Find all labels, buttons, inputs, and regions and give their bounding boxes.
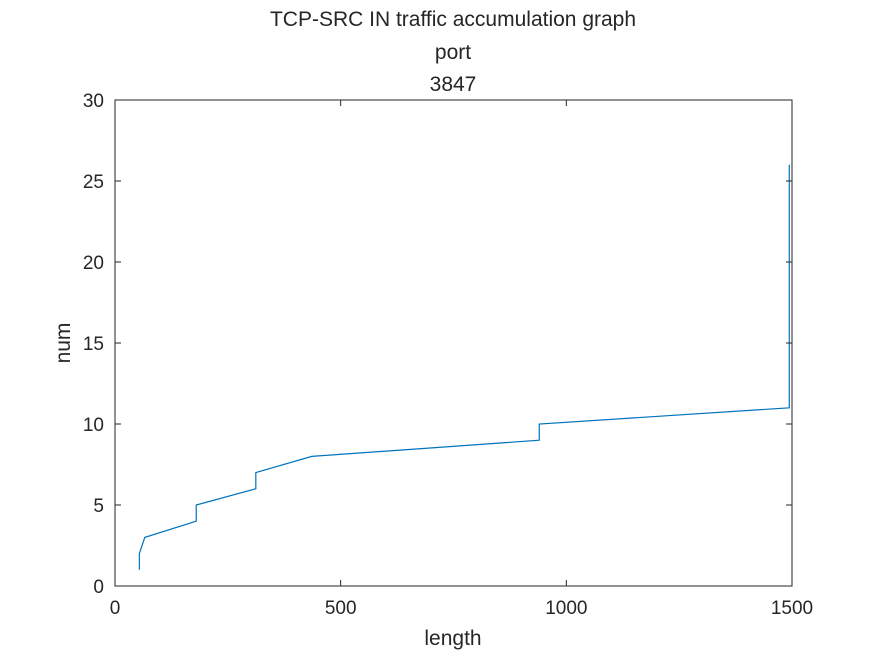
series-line — [138, 164, 790, 570]
y-tick-label: 20 — [83, 253, 104, 274]
tick-layer: 0 500 1000 1500 0 5 10 15 20 25 30 — [83, 91, 813, 619]
x-tick-label: 500 — [325, 598, 357, 619]
chart-title-line-2: port — [435, 41, 471, 64]
y-tick-label: 0 — [93, 577, 104, 598]
axes-box — [114, 99, 793, 587]
x-tick-label: 1000 — [545, 598, 587, 619]
y-tick-label: 25 — [83, 172, 104, 193]
y-axis-label: num — [52, 323, 75, 364]
x-tick-label: 1500 — [771, 598, 813, 619]
chart-title-line-1: TCP-SRC IN traffic accumulation graph — [270, 8, 636, 31]
y-tick-label: 10 — [83, 415, 104, 436]
y-tick-label: 5 — [93, 496, 104, 517]
y-tick-label: 15 — [83, 334, 104, 355]
x-tick-label: 0 — [110, 598, 121, 619]
x-axis-label: length — [424, 627, 481, 650]
chart-title-line-3: 3847 — [430, 73, 477, 96]
y-tick-label: 30 — [83, 91, 104, 112]
plot-area — [115, 100, 792, 586]
series-layer — [138, 164, 790, 570]
